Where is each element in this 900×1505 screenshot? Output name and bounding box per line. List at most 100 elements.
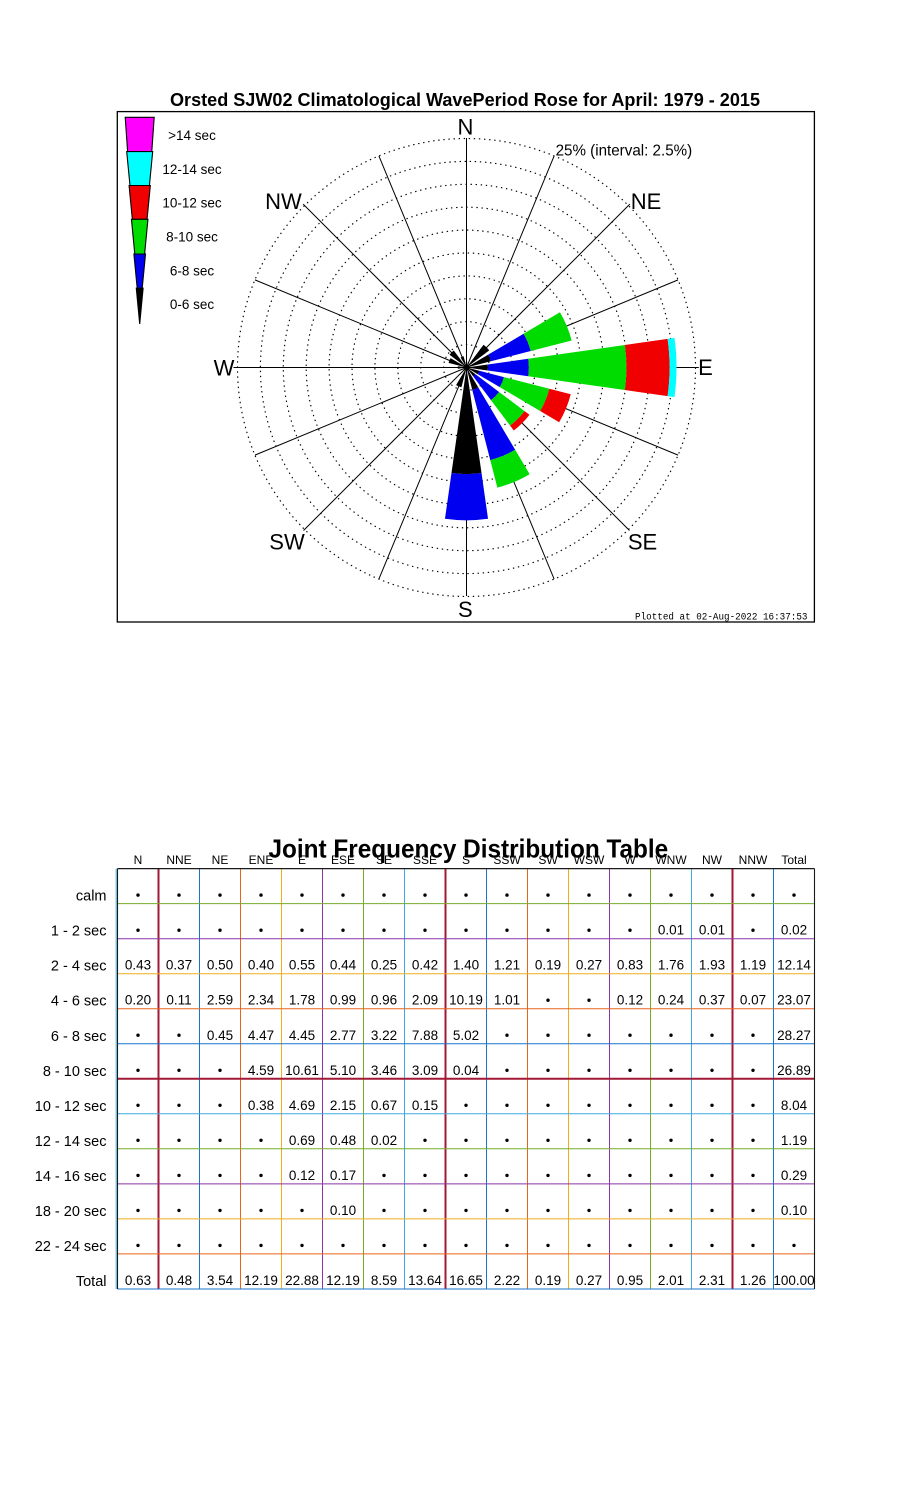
svg-text:2 - 4 sec: 2 - 4 sec [51,959,107,975]
svg-text:Total: Total [76,1274,107,1290]
svg-text:NNW: NNW [739,853,768,867]
svg-text:0.25: 0.25 [371,958,397,973]
svg-text:calm: calm [76,889,107,905]
svg-text:4.47: 4.47 [248,1028,274,1043]
svg-text:5.02: 5.02 [453,1028,479,1043]
svg-text:0.42: 0.42 [412,958,438,973]
svg-text:12 - 14 sec: 12 - 14 sec [35,1134,107,1150]
svg-text:NW: NW [702,853,723,867]
svg-text:12.19: 12.19 [244,1273,278,1288]
svg-text:1.21: 1.21 [494,958,520,973]
svg-text:ENE: ENE [249,853,274,867]
svg-text:6-8 sec: 6-8 sec [170,263,215,278]
svg-text:W: W [214,356,235,381]
svg-text:0.43: 0.43 [125,958,151,973]
svg-text:16.65: 16.65 [449,1273,483,1288]
svg-text:WNW: WNW [655,853,687,867]
svg-text:>14 sec: >14 sec [168,128,216,143]
svg-text:0.12: 0.12 [289,1168,315,1183]
svg-text:E: E [298,853,306,867]
svg-text:0.95: 0.95 [617,1273,643,1288]
svg-text:0.02: 0.02 [781,923,807,938]
svg-text:S: S [462,853,470,867]
svg-text:14 - 16 sec: 14 - 16 sec [35,1169,107,1185]
svg-text:0.63: 0.63 [125,1273,151,1288]
svg-text:N: N [458,115,474,140]
svg-text:1.19: 1.19 [781,1133,807,1148]
svg-text:0.96: 0.96 [371,993,397,1008]
svg-text:26.89: 26.89 [777,1063,811,1078]
svg-text:0.27: 0.27 [576,1273,602,1288]
svg-text:28.27: 28.27 [777,1028,811,1043]
svg-text:1 - 2 sec: 1 - 2 sec [51,924,107,940]
svg-text:0.50: 0.50 [207,958,233,973]
svg-text:2.31: 2.31 [699,1273,725,1288]
svg-text:5.10: 5.10 [330,1063,356,1078]
svg-text:10-12 sec: 10-12 sec [162,196,222,211]
svg-text:0.67: 0.67 [371,1098,397,1113]
svg-text:8 - 10 sec: 8 - 10 sec [43,1064,107,1080]
svg-text:8-10 sec: 8-10 sec [166,230,218,245]
svg-text:22.88: 22.88 [285,1273,319,1288]
svg-text:0.29: 0.29 [781,1168,807,1183]
svg-text:8.04: 8.04 [781,1098,808,1113]
svg-text:25% (interval: 2.5%): 25% (interval: 2.5%) [556,143,693,160]
svg-text:SSW: SSW [493,853,521,867]
svg-text:2.77: 2.77 [330,1028,356,1043]
svg-text:0.83: 0.83 [617,958,643,973]
svg-text:1.40: 1.40 [453,958,479,973]
svg-text:0.38: 0.38 [248,1098,274,1113]
svg-text:3.46: 3.46 [371,1063,397,1078]
svg-text:0.01: 0.01 [658,923,684,938]
svg-text:0.10: 0.10 [781,1203,807,1218]
svg-text:8.59: 8.59 [371,1273,397,1288]
svg-text:0.19: 0.19 [535,1273,561,1288]
svg-text:0.15: 0.15 [412,1098,438,1113]
svg-text:2.01: 2.01 [658,1273,684,1288]
svg-text:0.69: 0.69 [289,1133,315,1148]
svg-text:0.48: 0.48 [330,1133,356,1148]
svg-text:12.19: 12.19 [326,1273,360,1288]
svg-text:2.15: 2.15 [330,1098,356,1113]
svg-text:6 - 8 sec: 6 - 8 sec [51,1029,107,1045]
svg-text:SE: SE [376,853,392,867]
svg-text:W: W [624,853,636,867]
svg-text:0-6 sec: 0-6 sec [170,297,215,312]
svg-text:0.02: 0.02 [371,1133,397,1148]
svg-text:22 - 24 sec: 22 - 24 sec [35,1239,107,1255]
svg-text:NW: NW [265,189,302,214]
svg-text:0.19: 0.19 [535,958,561,973]
svg-text:12.14: 12.14 [777,958,811,973]
svg-text:0.37: 0.37 [166,958,192,973]
svg-text:NNE: NNE [166,853,191,867]
svg-text:0.55: 0.55 [289,958,315,973]
svg-text:10 - 12 sec: 10 - 12 sec [35,1099,107,1115]
svg-text:7.88: 7.88 [412,1028,438,1043]
svg-text:13.64: 13.64 [408,1273,442,1288]
svg-text:NE: NE [212,853,229,867]
svg-text:0.24: 0.24 [658,993,685,1008]
svg-text:Joint Frequency Distribution T: Joint Frequency Distribution Table [269,834,669,864]
svg-text:4.59: 4.59 [248,1063,274,1078]
svg-text:WSW: WSW [574,853,605,867]
svg-text:2.09: 2.09 [412,993,438,1008]
svg-text:0.17: 0.17 [330,1168,356,1183]
svg-text:1.19: 1.19 [740,958,766,973]
svg-text:1.93: 1.93 [699,958,725,973]
svg-text:1.01: 1.01 [494,993,520,1008]
svg-text:4.69: 4.69 [289,1098,315,1113]
svg-text:SW: SW [269,529,305,554]
svg-text:100.00: 100.00 [773,1273,814,1288]
svg-text:0.27: 0.27 [576,958,602,973]
svg-text:0.04: 0.04 [453,1063,480,1078]
svg-text:2.34: 2.34 [248,993,275,1008]
svg-text:0.12: 0.12 [617,993,643,1008]
svg-text:3.22: 3.22 [371,1028,397,1043]
svg-text:Plotted at 02-Aug-2022 16:37:5: Plotted at 02-Aug-2022 16:37:53 [635,612,808,624]
svg-text:10.61: 10.61 [285,1063,319,1078]
svg-text:10.19: 10.19 [449,993,483,1008]
svg-text:0.01: 0.01 [699,923,725,938]
svg-text:0.20: 0.20 [125,993,151,1008]
svg-text:2.22: 2.22 [494,1273,520,1288]
svg-text:0.37: 0.37 [699,993,725,1008]
